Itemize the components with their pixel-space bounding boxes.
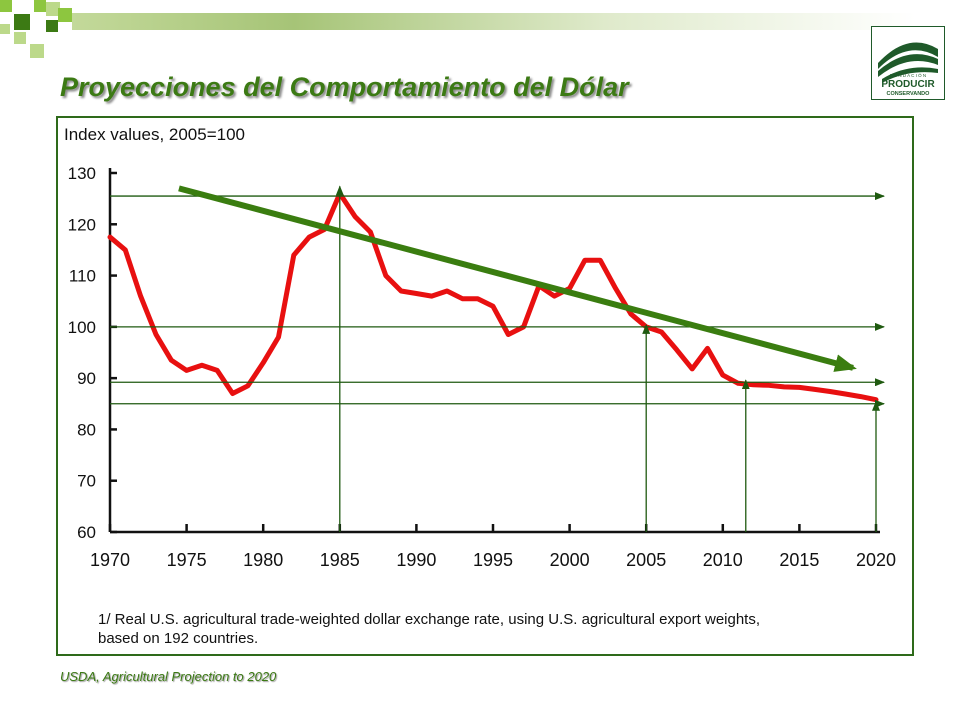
corner-square [30, 44, 44, 58]
y-tick-label: 70 [77, 472, 96, 491]
x-tick-label: 1990 [396, 550, 436, 570]
logo-text-fundacion: F U N D A C I Ó N [890, 72, 926, 78]
x-tick-label: 1970 [90, 550, 130, 570]
x-tick-label: 2000 [550, 550, 590, 570]
chart-footnote-line1: 1/ Real U.S. agricultural trade-weighted… [98, 611, 760, 628]
x-tick-label: 2015 [779, 550, 819, 570]
corner-square [34, 0, 46, 12]
y-tick-label: 60 [77, 523, 96, 542]
dollar-index-chart: 60 70 80 90 100 110 120 130 1970 1975 1980 1985 1990… [64, 125, 896, 647]
trend-arrow [178, 185, 857, 372]
x-tick-label: 1995 [473, 550, 513, 570]
x-tick-label: 2020 [856, 550, 896, 570]
corner-square [0, 24, 10, 34]
corner-square [0, 0, 12, 12]
logo-text-producir: PRODUCIR [881, 79, 935, 90]
corner-square [46, 2, 60, 16]
header-gradient-bar [72, 13, 960, 30]
x-tick-label: 2005 [626, 550, 666, 570]
y-tick-label: 130 [68, 164, 96, 183]
fundacion-producir-logo: F U N D A C I Ó N PRODUCIR CONSERVANDO [871, 26, 945, 100]
slide-title: Proyecciones del Comportamiento del Dóla… [60, 72, 629, 102]
source-note: USDA, Agricultural Projection to 2020 [60, 669, 277, 684]
chart-footnote-line2: based on 192 countries. [98, 630, 258, 647]
x-tick-label: 1985 [320, 550, 360, 570]
y-tick-label: 110 [69, 267, 96, 286]
logo-text-conservando: CONSERVANDO [887, 91, 931, 97]
x-tick-label: 2010 [703, 550, 743, 570]
corner-square [58, 8, 72, 22]
chart-frame: 60 70 80 90 100 110 120 130 1970 1975 1980 1985 1990… [56, 116, 914, 656]
y-tick-label: 80 [77, 420, 96, 439]
corner-square [14, 14, 30, 30]
logo-graphic: F U N D A C I Ó N PRODUCIR CONSERVANDO [878, 42, 938, 97]
series-line [107, 191, 879, 403]
y-tick-label: 90 [77, 369, 96, 388]
x-tick-label: 1975 [167, 550, 207, 570]
y-tick-label: 120 [68, 215, 96, 234]
y-axis-label: Index values, 2005=100 [64, 125, 245, 144]
x-tick-label: 1980 [243, 550, 283, 570]
y-tick-label: 100 [68, 318, 96, 337]
corner-square [46, 20, 58, 32]
corner-square [14, 32, 26, 44]
